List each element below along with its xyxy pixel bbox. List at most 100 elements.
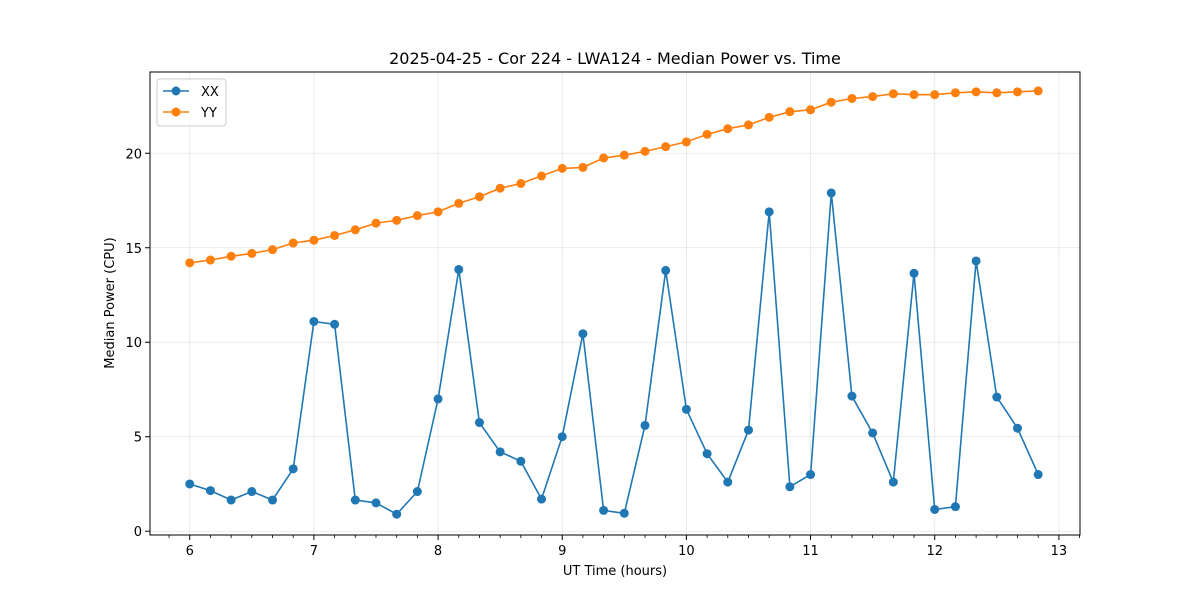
data-point-yy [392,215,402,225]
data-point-yy [702,129,712,139]
x-tick-label: 9 [558,544,566,559]
data-point-xx [268,495,278,505]
data-point-xx [868,428,878,438]
data-point-yy [888,89,898,99]
plot-series [185,86,1043,519]
data-point-yy [640,146,650,156]
data-point-xx [495,447,505,457]
data-point-xx [661,265,671,275]
data-point-yy [1033,86,1043,96]
x-tick-label: 10 [678,544,695,559]
y-tick-label: 5 [134,431,142,446]
data-point-xx [412,487,422,497]
data-point-xx [930,504,940,514]
data-point-xx [371,498,381,508]
data-point-xx [330,319,340,329]
data-point-yy [1013,87,1023,97]
data-point-xx [702,449,712,459]
data-point-xx [847,391,857,401]
data-point-yy [412,211,422,221]
data-point-yy [619,150,629,160]
data-point-yy [950,88,960,98]
data-point-yy [868,92,878,102]
data-point-xx [474,418,484,428]
data-point-yy [909,90,919,100]
x-tick-label: 11 [802,544,819,559]
data-point-yy [785,107,795,117]
data-point-xx [578,329,588,339]
x-tick-label: 8 [434,544,442,559]
data-point-yy [268,245,278,255]
data-point-yy [247,248,257,258]
data-point-yy [288,238,298,248]
data-point-yy [309,235,319,245]
data-point-yy [847,93,857,103]
data-point-xx [619,508,629,518]
data-point-yy [806,105,816,115]
data-point-yy [599,153,609,163]
x-axis-label: UT Time (hours) [563,564,667,579]
data-point-xx [247,487,257,497]
chart-title: 2025-04-25 - Cor 224 - LWA124 - Median P… [389,49,841,68]
data-point-xx [640,420,650,430]
y-tick-label: 20 [125,147,142,162]
legend-marker-yy [171,107,181,117]
data-point-xx [350,495,360,505]
data-point-yy [578,162,588,172]
data-point-yy [350,225,360,235]
data-point-xx [433,394,443,404]
data-point-yy [454,198,464,208]
x-tick-label: 13 [1051,544,1068,559]
data-point-xx [185,479,195,489]
data-point-xx [309,316,319,326]
data-point-yy [723,124,733,134]
data-point-xx [681,404,691,414]
legend-marker-xx [171,86,181,96]
legend-label-xx: XX [201,85,219,100]
grid-lines [150,72,1080,535]
data-point-yy [930,90,940,100]
data-point-yy [557,163,567,173]
y-axis-label: Median Power (CPU) [103,237,118,368]
x-tick-label: 6 [186,544,194,559]
data-point-yy [205,255,215,265]
data-point-yy [433,207,443,217]
data-point-yy [971,87,981,97]
y-tick-label: 15 [125,242,142,257]
data-point-xx [888,477,898,487]
data-point-xx [992,392,1002,402]
x-axis: 6 7 8 9 10 11 12 13 [168,535,1080,559]
x-tick-label: 12 [926,544,943,559]
data-point-xx [537,494,547,504]
data-point-yy [661,142,671,152]
data-point-xx [971,256,981,266]
data-point-xx [454,264,464,274]
plot-frame [149,71,1081,536]
data-point-xx [1033,470,1043,480]
data-point-xx [785,482,795,492]
data-point-yy [516,178,526,188]
data-point-yy [743,120,753,130]
data-point-xx [1013,423,1023,433]
data-point-xx [909,268,919,278]
x-tick-label: 7 [310,544,318,559]
data-point-yy [371,218,381,228]
data-point-xx [723,477,733,487]
data-point-yy [495,183,505,193]
data-point-xx [764,207,774,217]
data-point-yy [330,230,340,240]
data-point-yy [474,192,484,202]
data-point-xx [806,470,816,480]
data-point-xx [226,495,236,505]
data-point-yy [185,258,195,268]
data-point-xx [826,188,836,198]
data-point-xx [557,432,567,442]
data-point-xx [599,505,609,515]
data-point-xx [950,502,960,512]
data-point-xx [392,509,402,519]
y-tick-label: 10 [125,336,142,351]
data-point-yy [992,88,1002,98]
y-tick-label: 0 [134,525,142,540]
data-point-xx [205,486,215,496]
